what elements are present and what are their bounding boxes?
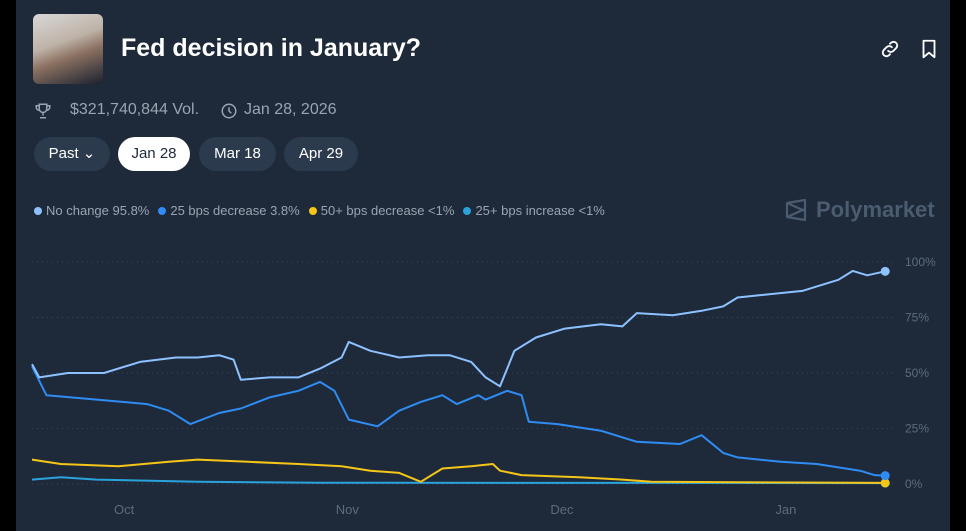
chart-legend: No change 95.8% 25 bps decrease 3.8% 50+… <box>34 203 605 218</box>
legend-dot <box>34 207 42 215</box>
series-end-dot <box>880 266 890 276</box>
series-end-dot <box>880 478 890 488</box>
series-line-25-bps-increase <box>31 476 886 485</box>
series-line-50-bps-decrease <box>31 458 886 484</box>
x-tick-label: Nov <box>336 502 360 517</box>
series-end-dot <box>880 471 890 481</box>
tab-past[interactable]: Past ⌄ <box>34 137 110 171</box>
polymarket-logo: Polymarket <box>784 197 935 223</box>
brand-name: Polymarket <box>816 197 935 222</box>
trophy-icon <box>35 103 51 119</box>
x-tick-label: Dec <box>550 502 574 517</box>
legend-label: 50+ bps decrease <1% <box>320 203 455 218</box>
series-line-25-bps-decrease <box>31 365 886 477</box>
page-title: Fed decision in January? <box>121 34 422 62</box>
tab-mar-18[interactable]: Mar 18 <box>199 137 276 171</box>
chevron-down-icon: ⌄ <box>82 145 96 162</box>
tab-apr-29[interactable]: Apr 29 <box>284 137 358 171</box>
legend-item: 50+ bps decrease <1% <box>308 203 455 218</box>
legend-label: 25 bps decrease 3.8% <box>170 203 300 218</box>
tab-jan-28[interactable]: Jan 28 <box>118 137 190 171</box>
legend-dot <box>158 207 167 215</box>
polymarket-icon <box>785 198 807 222</box>
market-image <box>33 14 103 84</box>
link-icon[interactable] <box>879 38 901 60</box>
y-tick-label: 0% <box>905 477 923 491</box>
tab-label: Past <box>48 145 79 162</box>
x-tick-label: Oct <box>114 502 135 517</box>
legend-item: 25+ bps increase <1% <box>463 203 605 218</box>
legend-label: 25+ bps increase <1% <box>475 203 605 218</box>
legend-item: No change 95.8% <box>34 203 149 218</box>
clock-icon <box>221 103 237 119</box>
legend-item: 25 bps decrease 3.8% <box>158 203 300 218</box>
y-tick-label: 75% <box>905 311 929 325</box>
price-chart[interactable]: 100% 75% 50% 25% 0% Oct Nov Dec Jan <box>0 240 966 531</box>
legend-dot <box>463 207 472 215</box>
legend-dot <box>308 207 317 215</box>
market-card <box>16 0 950 531</box>
y-tick-label: 25% <box>905 422 929 436</box>
volume-text: $321,740,844 Vol. <box>70 101 200 118</box>
bookmark-icon[interactable] <box>918 38 940 60</box>
y-tick-label: 50% <box>905 366 929 380</box>
legend-label: No change 95.8% <box>46 203 150 218</box>
series-line-no-change <box>31 269 886 388</box>
y-tick-label: 100% <box>905 255 936 269</box>
end-date: Jan 28, 2026 <box>244 101 337 118</box>
x-tick-label: Jan <box>775 502 796 517</box>
